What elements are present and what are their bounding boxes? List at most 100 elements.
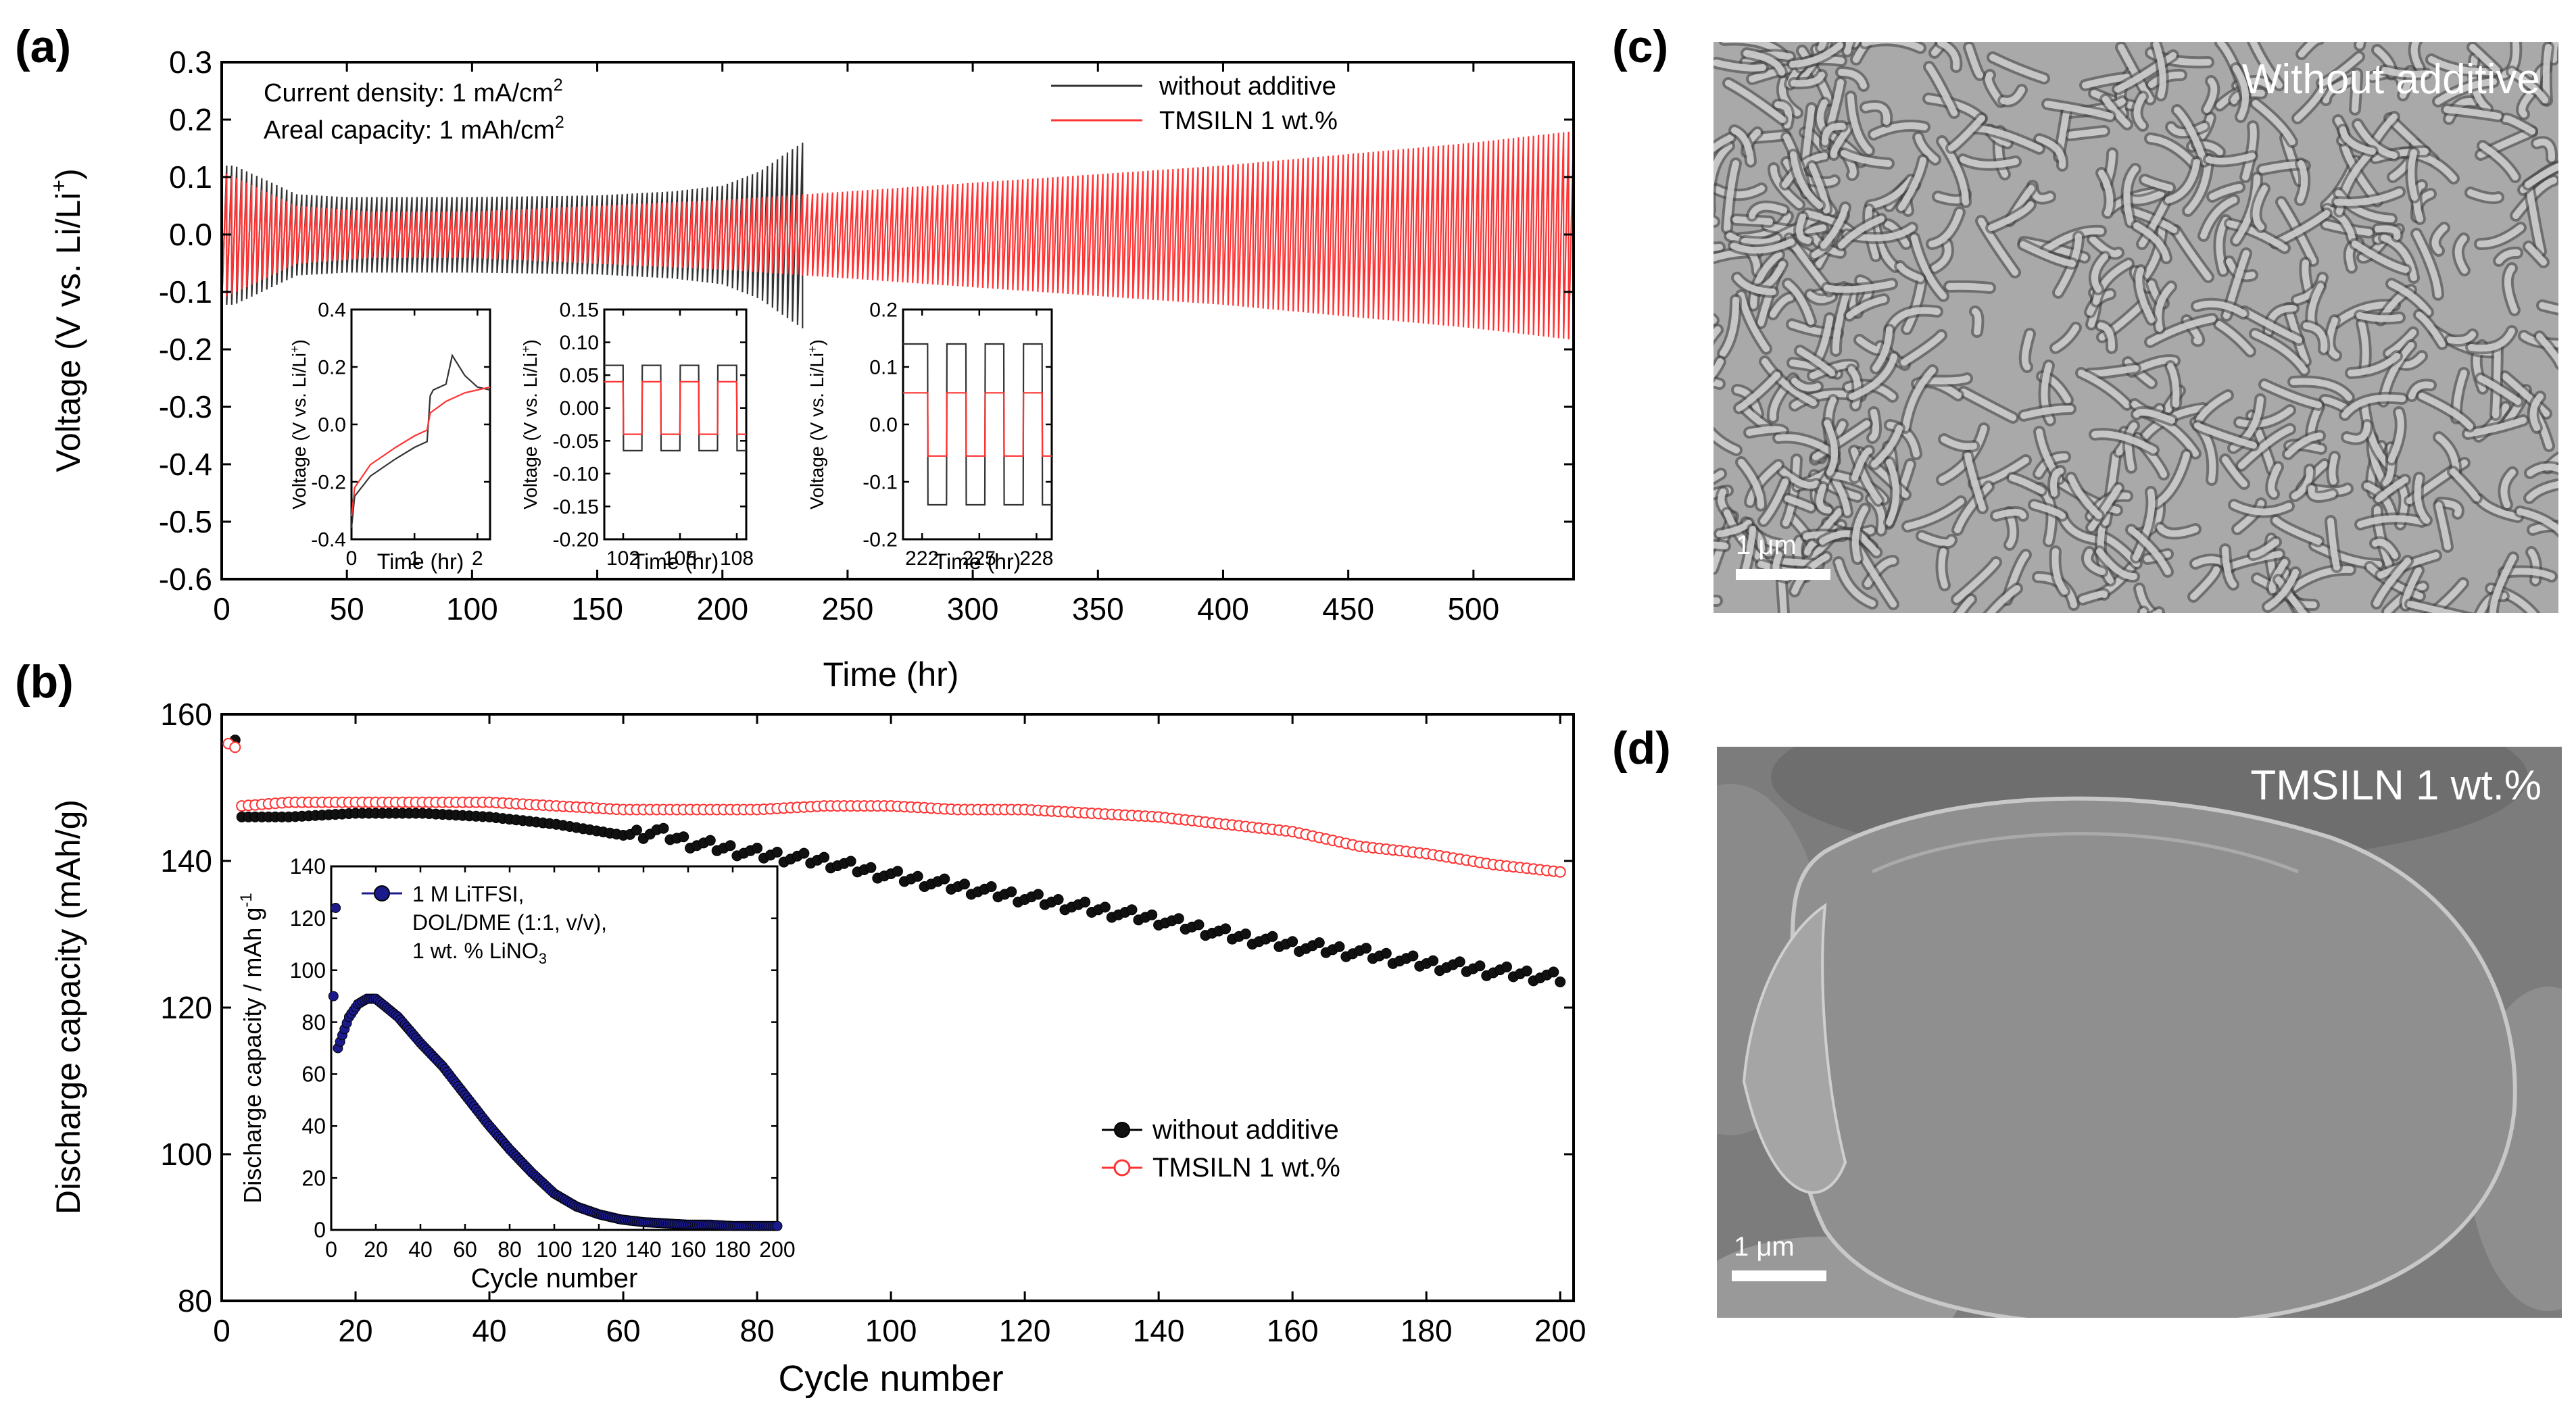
sem-c-filament: [2204, 78, 2218, 113]
sem-c-filament: [1911, 234, 1947, 299]
b-legend-label-without: without additive: [1152, 1115, 1339, 1145]
sem-c-filament: [2291, 466, 2314, 499]
b-point-without: [939, 873, 950, 885]
sem-c-filament: [2308, 485, 2336, 501]
sem-c-filament: [2152, 451, 2190, 508]
b-point-without: [631, 824, 642, 836]
sem-c-scale-bar: [1736, 569, 1830, 580]
sem-c-filament: [2388, 280, 2431, 316]
sem-c-filament: [1714, 316, 1717, 324]
sem-c-filament-shadow: [1714, 468, 1727, 486]
sem-c-filament: [2352, 70, 2360, 113]
sem-c-filament: [2252, 100, 2295, 145]
sem-c-filament: [2372, 148, 2429, 162]
y-tick-label: 120: [160, 990, 212, 1025]
b-point-without: [704, 835, 716, 846]
sem-c-filament: [1851, 447, 1872, 481]
sem-c-filament: [2529, 393, 2544, 431]
sem-c-filament: [2444, 106, 2502, 120]
sem-c-filament: [2133, 93, 2146, 129]
sem-c-filament: [2128, 526, 2171, 575]
sem-c-filament: [1770, 294, 1794, 318]
a-legend-label-tmsiln: TMSILN 1 wt.%: [1159, 107, 1338, 135]
sem-c-filament: [1818, 42, 1828, 51]
b-point-without: [1193, 919, 1205, 931]
sem-c-filament: [1931, 42, 1948, 56]
sem-c-filament: [1867, 176, 1914, 209]
sem-c-filament: [2533, 139, 2556, 162]
x-tick-label: 60: [606, 1313, 640, 1348]
a-annotation-areal: Areal capacity: 1 mAh/cm2: [264, 113, 564, 145]
sem-c-filament: [2339, 126, 2376, 155]
sem-c-filament: [2093, 260, 2132, 305]
sem-c-filament: [2502, 373, 2550, 417]
x-tick-label: 80: [739, 1313, 774, 1348]
b-point-without: [1126, 904, 1138, 916]
sem-c-filament: [2413, 230, 2441, 298]
sem-c-filament: [2078, 370, 2131, 408]
sem-c-filament: [2174, 107, 2208, 165]
sem-c-filament: [1738, 292, 1770, 352]
x-tick-label: 102: [606, 547, 640, 570]
y-tick-label: 0.05: [560, 365, 599, 387]
sem-c-filament: [1749, 203, 1787, 219]
sem-c-filament: [1846, 296, 1887, 319]
sem-c-filament: [2079, 590, 2108, 603]
sem-c-filament: [1851, 447, 1882, 504]
sem-c-filament: [1972, 308, 1982, 335]
sem-c-filament: [2512, 177, 2557, 219]
sem-c-filament: [2165, 159, 2200, 203]
sem-c-filament-shadow: [2137, 605, 2149, 613]
sem-c-filament: [1790, 151, 1823, 209]
b-point-tmsiln: [229, 741, 241, 753]
sem-c-filament: [1886, 459, 1899, 526]
b-point-without: [819, 851, 830, 863]
b-point-without: [1240, 929, 1251, 939]
x-tick-label: 450: [1322, 591, 1374, 626]
panel-label-a: (a): [15, 21, 71, 72]
b-point-without: [1079, 896, 1091, 908]
y-tick-label: -0.05: [553, 430, 599, 453]
sem-c-filament: [2496, 249, 2521, 264]
x-tick-label: 160: [670, 1237, 706, 1262]
y-tick-label: 0: [314, 1218, 326, 1242]
sem-c-filament: [1714, 470, 1724, 483]
sem-c-filament: [2419, 393, 2473, 430]
sem-c-filament: [2091, 253, 2108, 293]
sem-c-filament: [1948, 115, 1985, 151]
sem-c-filament: [2290, 378, 2352, 401]
sem-c-filament: [2268, 464, 2281, 497]
x-tick-label: 0: [346, 547, 358, 570]
sem-c-filament: [2252, 330, 2308, 374]
sem-d-scale-text: 1 μm: [1734, 1232, 1795, 1262]
sem-c-filament: [2428, 56, 2498, 76]
x-tick-label: 100: [536, 1237, 572, 1262]
sem-d-main-grain: [1787, 796, 2517, 1318]
panel-label-b: (b): [15, 656, 74, 708]
sem-c-filament: [2091, 430, 2157, 453]
sem-c-filament: [1760, 478, 1789, 524]
sem-c-filament: [2372, 539, 2398, 559]
sem-c-filament: [2141, 221, 2166, 281]
inset-series-tmsiln: [350, 386, 491, 517]
y-tick-label: -0.20: [553, 529, 599, 551]
b-inset-point: [331, 903, 341, 913]
sem-c-filament: [1931, 240, 1951, 272]
sem-c-filament: [1716, 520, 1752, 537]
b-legend: without additive TMSILN 1 wt.%: [1102, 1115, 1340, 1183]
a-annotation-current: Current density: 1 mA/cm2: [264, 76, 563, 107]
y-tick-label: 100: [160, 1137, 212, 1172]
x-tick-label: 150: [571, 591, 623, 626]
sem-c-filament: [2388, 409, 2404, 463]
x-tick-label: 180: [714, 1237, 750, 1262]
sem-c-filament: [1847, 93, 1872, 154]
sem-c-filament: [1838, 69, 1867, 89]
sem-c-filament: [2416, 312, 2446, 347]
b-point-tmsiln: [1554, 866, 1566, 878]
sem-c-filament: [2252, 185, 2268, 230]
sem-c-filament: [1887, 307, 1941, 332]
sem-c-filament: [1738, 459, 1764, 509]
sem-c-filament: [2321, 397, 2348, 411]
sem-c-filament: [2468, 328, 2515, 352]
sem-c-filament: [2216, 321, 2254, 355]
